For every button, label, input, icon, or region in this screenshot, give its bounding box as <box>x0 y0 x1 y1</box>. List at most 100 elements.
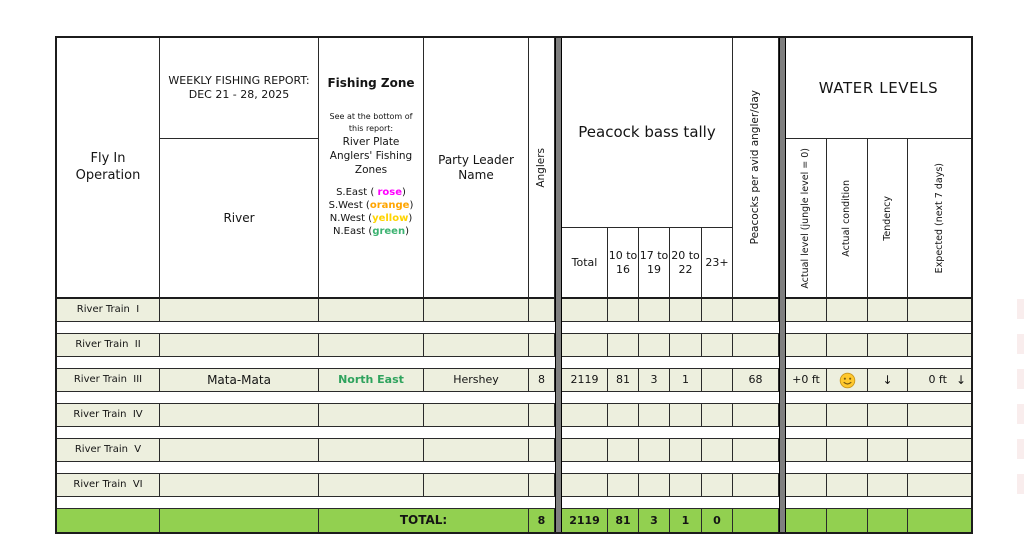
cell-rt2-leader[interactable] <box>424 334 529 357</box>
cell-rt3-river[interactable]: Mata-Mata <box>160 369 319 392</box>
cell-rt4-10-16[interactable] <box>608 404 639 427</box>
cell-rt1-river[interactable] <box>160 299 319 322</box>
cell-rt3-total[interactable]: 2119 <box>562 369 608 392</box>
cell-rt2-condition[interactable] <box>827 334 868 357</box>
cell-rt2-river[interactable] <box>160 334 319 357</box>
cell-rt1-perday[interactable] <box>733 299 779 322</box>
cell-rt6-level[interactable] <box>786 474 827 497</box>
cell-rt6-label[interactable]: River Train VI <box>57 474 160 497</box>
cell-rt6-zone[interactable] <box>319 474 424 497</box>
cell-rt3-20-22[interactable]: 1 <box>670 369 702 392</box>
cell-rt4-level[interactable] <box>786 404 827 427</box>
cell-rt1-20-22[interactable] <box>670 299 702 322</box>
cell-rt6-23plus[interactable] <box>702 474 733 497</box>
total-17-19[interactable]: 3 <box>639 509 670 532</box>
cell-rt3-anglers[interactable]: 8 <box>529 369 555 392</box>
cell-rt2-expected[interactable] <box>908 334 971 357</box>
cell-rt1-expected[interactable] <box>908 299 971 322</box>
cell-rt6-10-16[interactable] <box>608 474 639 497</box>
cell-rt4-river[interactable] <box>160 404 319 427</box>
cell-rt5-tendency[interactable] <box>868 439 908 462</box>
cell-rt2-zone[interactable] <box>319 334 424 357</box>
page-edge-fragment <box>1017 334 1024 354</box>
cell-rt6-perday[interactable] <box>733 474 779 497</box>
cell-rt4-expected[interactable] <box>908 404 971 427</box>
cell-rt5-17-19[interactable] <box>639 439 670 462</box>
cell-rt1-label[interactable]: River Train I <box>57 299 160 322</box>
cell-rt1-level[interactable] <box>786 299 827 322</box>
cell-rt3-expected[interactable]: 0 ft ↓ <box>908 369 971 392</box>
cell-rt5-20-22[interactable] <box>670 439 702 462</box>
cell-rt1-condition[interactable] <box>827 299 868 322</box>
cell-rt4-total[interactable] <box>562 404 608 427</box>
cell-rt6-leader[interactable] <box>424 474 529 497</box>
cell-rt3-level[interactable]: +0 ft <box>786 369 827 392</box>
cell-rt6-river[interactable] <box>160 474 319 497</box>
cell-rt6-17-19[interactable] <box>639 474 670 497</box>
total-20-22[interactable]: 1 <box>670 509 702 532</box>
separator-row <box>786 497 971 509</box>
cell-rt5-level[interactable] <box>786 439 827 462</box>
cell-rt4-tendency[interactable] <box>868 404 908 427</box>
cell-rt5-total[interactable] <box>562 439 608 462</box>
cell-rt6-anglers[interactable] <box>529 474 555 497</box>
cell-rt1-17-19[interactable] <box>639 299 670 322</box>
cell-rt3-condition[interactable] <box>827 369 868 392</box>
cell-rt3-tendency[interactable]: ↓ <box>868 369 908 392</box>
cell-rt2-tendency[interactable] <box>868 334 908 357</box>
cell-rt1-23plus[interactable] <box>702 299 733 322</box>
cell-rt5-23plus[interactable] <box>702 439 733 462</box>
cell-rt2-23plus[interactable] <box>702 334 733 357</box>
cell-rt6-condition[interactable] <box>827 474 868 497</box>
cell-rt3-zone[interactable]: North East <box>319 369 424 392</box>
cell-rt6-20-22[interactable] <box>670 474 702 497</box>
cell-rt1-anglers[interactable] <box>529 299 555 322</box>
cell-rt5-anglers[interactable] <box>529 439 555 462</box>
cell-rt5-perday[interactable] <box>733 439 779 462</box>
cell-rt5-label[interactable]: River Train V <box>57 439 160 462</box>
total-23plus[interactable]: 0 <box>702 509 733 532</box>
cell-rt2-level[interactable] <box>786 334 827 357</box>
cell-rt6-total[interactable] <box>562 474 608 497</box>
cell-rt4-condition[interactable] <box>827 404 868 427</box>
cell-rt2-total[interactable] <box>562 334 608 357</box>
separator-row <box>57 392 555 404</box>
cell-rt3-23plus[interactable] <box>702 369 733 392</box>
cell-rt2-anglers[interactable] <box>529 334 555 357</box>
total-peacock-total[interactable]: 2119 <box>562 509 608 532</box>
cell-rt1-leader[interactable] <box>424 299 529 322</box>
cell-rt1-total[interactable] <box>562 299 608 322</box>
cell-rt1-10-16[interactable] <box>608 299 639 322</box>
cell-rt4-perday[interactable] <box>733 404 779 427</box>
total-anglers[interactable]: 8 <box>529 509 555 532</box>
cell-rt4-20-22[interactable] <box>670 404 702 427</box>
cell-rt2-perday[interactable] <box>733 334 779 357</box>
cell-rt5-condition[interactable] <box>827 439 868 462</box>
total-10-16[interactable]: 81 <box>608 509 639 532</box>
cell-rt1-tendency[interactable] <box>868 299 908 322</box>
cell-rt2-10-16[interactable] <box>608 334 639 357</box>
cell-rt4-label[interactable]: River Train IV <box>57 404 160 427</box>
total-row-spacer <box>57 509 160 532</box>
cell-rt4-leader[interactable] <box>424 404 529 427</box>
cell-rt1-zone[interactable] <box>319 299 424 322</box>
cell-rt5-expected[interactable] <box>908 439 971 462</box>
cell-rt3-leader[interactable]: Hershey <box>424 369 529 392</box>
cell-rt3-perday[interactable]: 68 <box>733 369 779 392</box>
cell-rt6-expected[interactable] <box>908 474 971 497</box>
cell-rt2-17-19[interactable] <box>639 334 670 357</box>
cell-rt6-tendency[interactable] <box>868 474 908 497</box>
cell-rt4-17-19[interactable] <box>639 404 670 427</box>
cell-rt4-zone[interactable] <box>319 404 424 427</box>
cell-rt3-17-19[interactable]: 3 <box>639 369 670 392</box>
cell-rt2-label[interactable]: River Train II <box>57 334 160 357</box>
cell-rt4-23plus[interactable] <box>702 404 733 427</box>
cell-rt4-anglers[interactable] <box>529 404 555 427</box>
cell-rt5-10-16[interactable] <box>608 439 639 462</box>
cell-rt5-river[interactable] <box>160 439 319 462</box>
cell-rt3-label[interactable]: River Train III <box>57 369 160 392</box>
cell-rt3-10-16[interactable]: 81 <box>608 369 639 392</box>
cell-rt5-leader[interactable] <box>424 439 529 462</box>
cell-rt2-20-22[interactable] <box>670 334 702 357</box>
cell-rt5-zone[interactable] <box>319 439 424 462</box>
